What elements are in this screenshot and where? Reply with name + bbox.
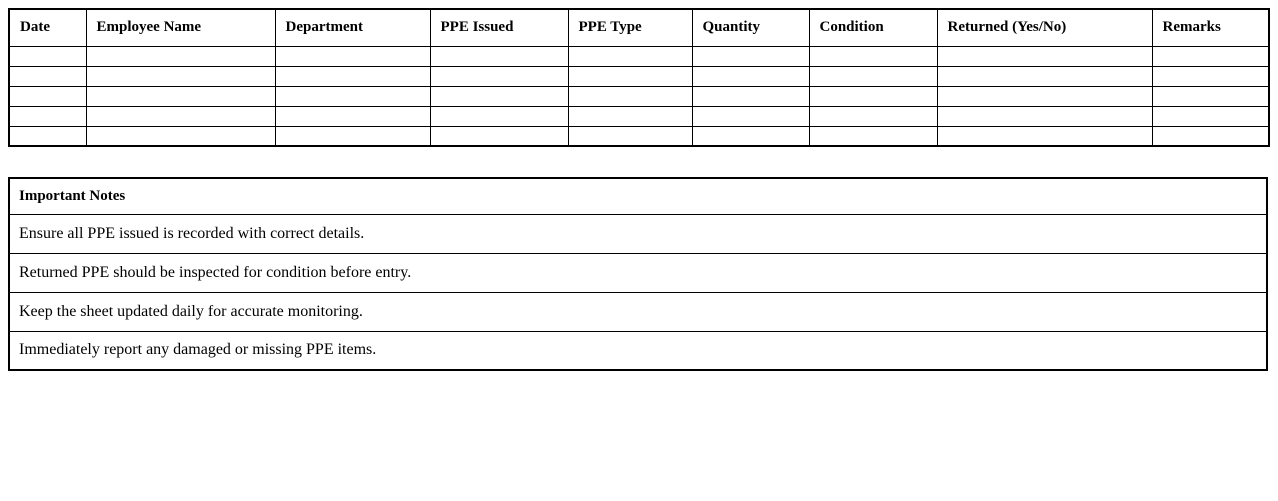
note-item: Keep the sheet updated daily for accurat… [8, 291, 1268, 332]
empty-cell [8, 45, 87, 67]
empty-cell [808, 65, 938, 87]
note-row: Keep the sheet updated daily for accurat… [8, 291, 1268, 332]
empty-cell [8, 65, 87, 87]
note-item: Ensure all PPE issued is recorded with c… [8, 213, 1268, 254]
column-header-employee-name: Employee Name [85, 8, 276, 47]
empty-cell [429, 65, 569, 87]
empty-cell [8, 85, 87, 107]
empty-cell [85, 85, 276, 107]
empty-cell [691, 65, 810, 87]
empty-cell [85, 45, 276, 67]
note-row: Ensure all PPE issued is recorded with c… [8, 213, 1268, 254]
empty-cell [936, 125, 1153, 147]
column-header-date: Date [8, 8, 87, 47]
table-row [8, 125, 1270, 147]
empty-cell [691, 85, 810, 107]
empty-cell [567, 125, 693, 147]
important-notes-table: Important Notes Ensure all PPE issued is… [8, 177, 1268, 371]
empty-cell [808, 85, 938, 107]
empty-cell [936, 65, 1153, 87]
empty-cell [85, 65, 276, 87]
empty-cell [429, 105, 569, 127]
column-header-quantity: Quantity [691, 8, 810, 47]
table-row [8, 85, 1270, 107]
empty-cell [8, 105, 87, 127]
empty-cell [85, 105, 276, 127]
empty-cell [936, 85, 1153, 107]
column-header-department: Department [274, 8, 431, 47]
column-header-ppe-issued: PPE Issued [429, 8, 569, 47]
empty-cell [808, 45, 938, 67]
empty-cell [567, 105, 693, 127]
empty-cell [691, 125, 810, 147]
empty-cell [567, 65, 693, 87]
section-spacer [8, 147, 1278, 177]
empty-cell [274, 45, 431, 67]
empty-cell [274, 65, 431, 87]
document-page: Date Employee Name Department PPE Issued… [8, 8, 1278, 371]
empty-cell [1151, 45, 1270, 67]
note-item: Returned PPE should be inspected for con… [8, 252, 1268, 293]
empty-cell [567, 85, 693, 107]
notes-header-row: Important Notes [8, 177, 1268, 215]
empty-cell [429, 45, 569, 67]
empty-cell [8, 125, 87, 147]
empty-cell [1151, 65, 1270, 87]
column-header-condition: Condition [808, 8, 938, 47]
empty-cell [274, 125, 431, 147]
note-row: Returned PPE should be inspected for con… [8, 252, 1268, 293]
empty-cell [808, 105, 938, 127]
empty-cell [808, 125, 938, 147]
empty-cell [1151, 125, 1270, 147]
empty-cell [936, 45, 1153, 67]
empty-cell [274, 85, 431, 107]
empty-cell [429, 125, 569, 147]
table-row [8, 105, 1270, 127]
column-header-ppe-type: PPE Type [567, 8, 693, 47]
column-header-remarks: Remarks [1151, 8, 1270, 47]
empty-cell [274, 105, 431, 127]
empty-cell [691, 105, 810, 127]
ppe-issuance-table: Date Employee Name Department PPE Issued… [8, 8, 1270, 147]
notes-title: Important Notes [8, 177, 1268, 215]
empty-cell [567, 45, 693, 67]
note-item: Immediately report any damaged or missin… [8, 330, 1268, 371]
table-row [8, 45, 1270, 67]
note-row: Immediately report any damaged or missin… [8, 330, 1268, 371]
empty-cell [85, 125, 276, 147]
empty-cell [691, 45, 810, 67]
empty-cell [1151, 85, 1270, 107]
table-header-row: Date Employee Name Department PPE Issued… [8, 8, 1270, 47]
table-row [8, 65, 1270, 87]
empty-cell [1151, 105, 1270, 127]
empty-cell [429, 85, 569, 107]
column-header-returned: Returned (Yes/No) [936, 8, 1153, 47]
empty-cell [936, 105, 1153, 127]
